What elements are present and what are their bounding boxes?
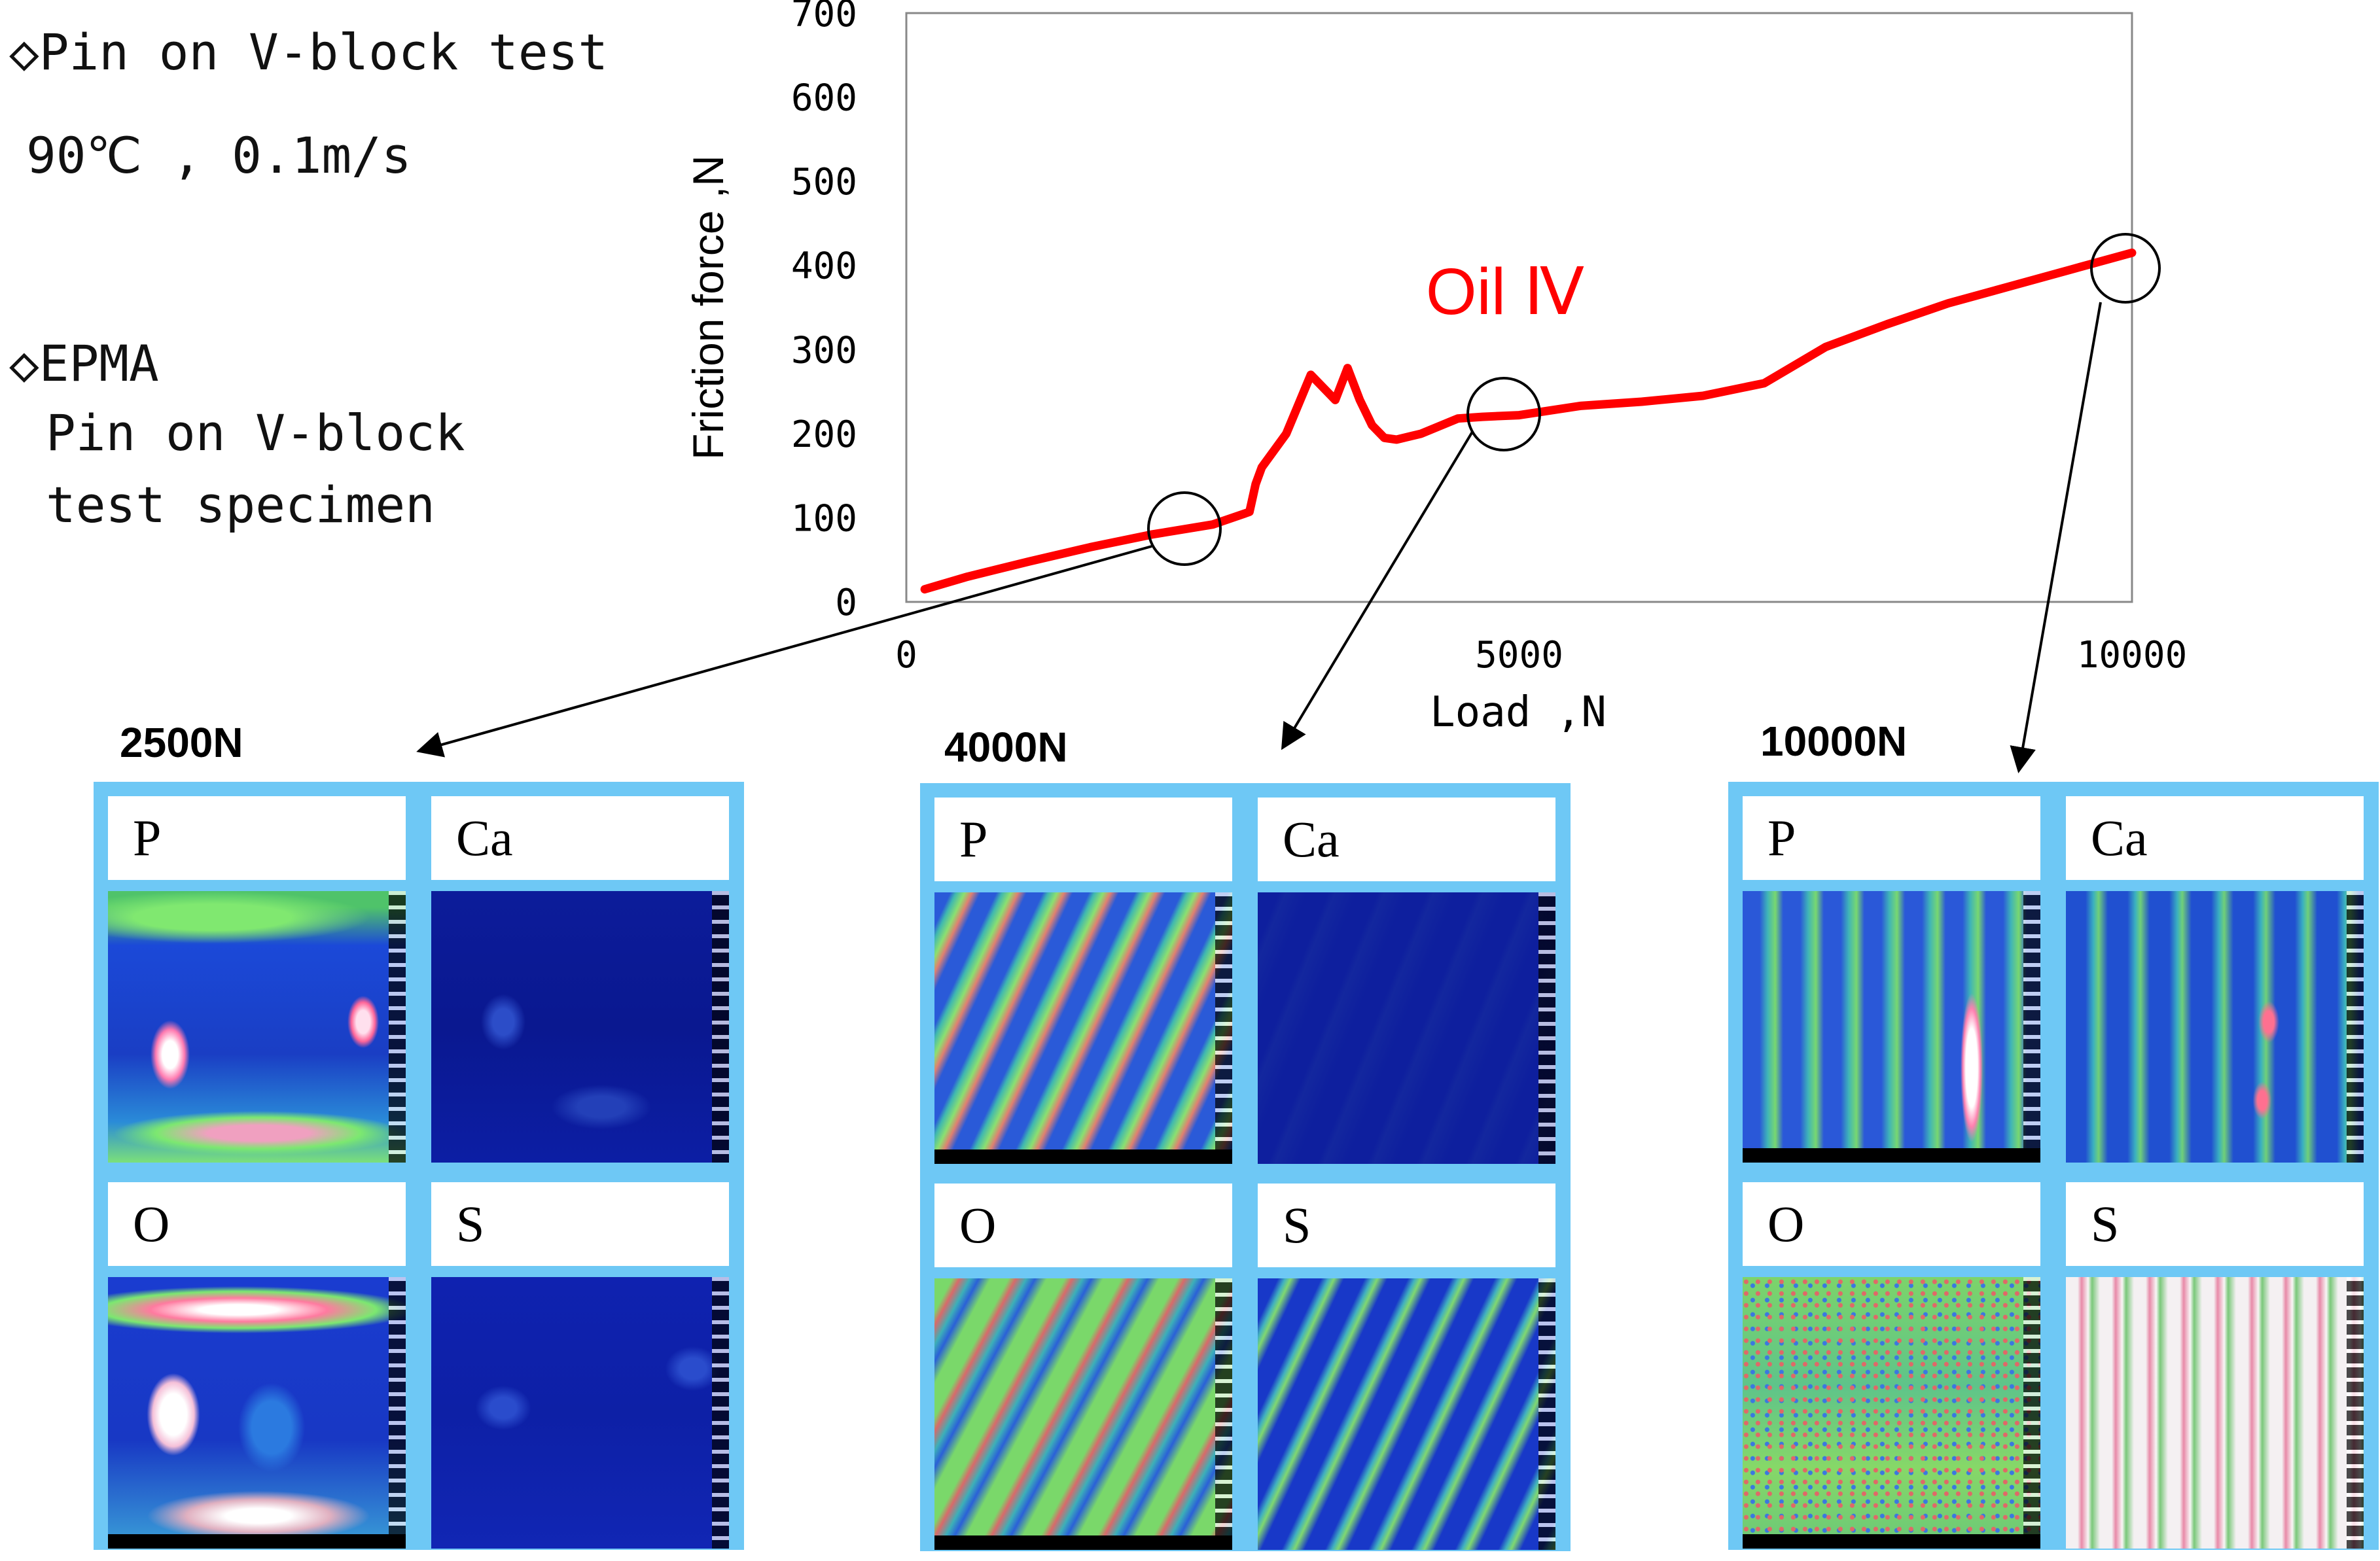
y-tick-label: 0 — [835, 582, 857, 624]
highlight-circle-10000n — [2090, 233, 2161, 304]
y-tick-labels: 0 100 200 300 400 500 600 700 — [791, 0, 857, 624]
epma-panel-4000n: P Ca O S — [920, 783, 1571, 1551]
scale-bar — [1743, 1148, 2040, 1163]
y-tick-label: 600 — [791, 77, 857, 120]
y-tick-label: 500 — [791, 161, 857, 203]
epma-map-image — [431, 891, 729, 1163]
y-tick-label: 300 — [791, 329, 857, 372]
intensity-scale — [1215, 892, 1232, 1164]
arrow-to-4000n — [1281, 430, 1474, 750]
epma-map-image — [1258, 1278, 1555, 1550]
intensity-scale — [389, 1277, 406, 1549]
test-conditions: 90℃ , 0.1m/s — [26, 126, 412, 184]
y-tick-label: 400 — [791, 245, 857, 288]
element-label: O — [1743, 1182, 2040, 1266]
x-tick-label: 5000 — [1475, 634, 1563, 676]
x-tick-label: 10000 — [2077, 634, 2188, 676]
epma-map-image — [108, 1277, 406, 1549]
scale-bar — [108, 1534, 406, 1549]
element-label: S — [1258, 1184, 1555, 1267]
element-label: P — [934, 798, 1232, 881]
x-axis-label: Load ,N — [1430, 688, 1607, 737]
epma-map-image — [431, 1277, 729, 1549]
y-tick-label: 200 — [791, 413, 857, 456]
y-axis-label: Friction force ,N — [684, 155, 732, 460]
intensity-scale — [2347, 1277, 2364, 1549]
epma-line-1: Pin on V-block — [46, 404, 465, 462]
scale-bar — [934, 1149, 1232, 1164]
y-tick-label: 700 — [791, 0, 857, 35]
element-label: Ca — [1258, 798, 1555, 881]
series-annotation-oil-iv: Oil Ⅳ — [1426, 255, 1584, 328]
epma-map-image — [1258, 892, 1555, 1164]
test-title: ◇Pin on V-block test — [9, 23, 609, 81]
sample-label-2500n: 2500N — [120, 719, 243, 766]
scale-bar — [1743, 1534, 2040, 1549]
epma-line-2: test specimen — [46, 476, 435, 534]
element-label: P — [108, 796, 406, 880]
sample-label-4000n: 4000N — [944, 724, 1068, 771]
epma-map-image — [934, 892, 1232, 1164]
intensity-scale — [389, 891, 406, 1163]
series-line-oil-iv — [920, 248, 2137, 594]
x-tick-labels: 0 5000 10000 — [895, 634, 2187, 676]
element-label: S — [431, 1182, 729, 1266]
epma-map-image — [2066, 891, 2364, 1163]
intensity-scale — [712, 1277, 729, 1549]
intensity-scale — [712, 891, 729, 1163]
intensity-scale — [2347, 891, 2364, 1163]
epma-map-image — [934, 1278, 1232, 1550]
epma-map-image — [1743, 891, 2040, 1163]
intensity-scale — [2023, 1277, 2040, 1549]
arrow-to-2500n — [416, 545, 1152, 758]
arrow-to-10000n — [2010, 302, 2102, 773]
y-tick-label: 100 — [791, 497, 857, 540]
element-label: O — [108, 1182, 406, 1266]
highlight-circle-2500n — [1147, 491, 1222, 566]
intensity-scale — [1215, 1278, 1232, 1550]
intensity-scale — [1538, 892, 1555, 1164]
epma-map-image — [2066, 1277, 2364, 1549]
scale-bar — [934, 1535, 1232, 1550]
intensity-scale — [1538, 1278, 1555, 1550]
element-label: Ca — [431, 796, 729, 880]
epma-map-image — [1743, 1277, 2040, 1549]
epma-title: ◇EPMA — [9, 334, 159, 393]
sample-label-10000n: 10000N — [1760, 718, 1908, 765]
epma-panel-2500n: P Ca O S — [94, 782, 744, 1550]
epma-panel-10000n: P Ca O S — [1728, 782, 2379, 1550]
intensity-scale — [2023, 891, 2040, 1163]
highlight-circle-4000n — [1466, 377, 1541, 451]
element-label: P — [1743, 796, 2040, 880]
element-label: O — [934, 1184, 1232, 1267]
x-tick-label: 0 — [895, 634, 917, 676]
element-label: Ca — [2066, 796, 2364, 880]
epma-map-image — [108, 891, 406, 1163]
element-label: S — [2066, 1182, 2364, 1266]
